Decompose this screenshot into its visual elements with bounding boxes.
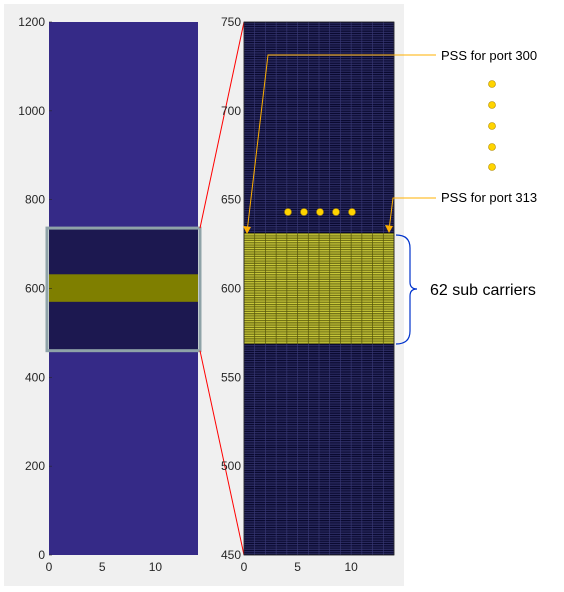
y-tick-label: 0 <box>38 548 45 562</box>
pss-band-full <box>49 274 198 302</box>
y-tick-label: 550 <box>221 370 241 384</box>
zoomed-heatmap: 450 500 550 600 650 700 750 0 5 10 <box>221 15 395 574</box>
label-pss-port-313: PSS for port 313 <box>441 190 537 205</box>
arrow-port-313 <box>388 197 436 231</box>
y-tick-label: 1200 <box>18 15 45 29</box>
ellipsis-dot <box>488 143 496 151</box>
x-tick-label: 5 <box>294 560 301 574</box>
pss-grid-path <box>243 233 395 344</box>
zoomed-axis-ticks: 450 500 550 600 650 700 750 0 5 10 <box>221 15 358 574</box>
ellipsis-dot <box>316 208 324 216</box>
x-tick-label: 0 <box>241 560 248 574</box>
y-tick-label: 600 <box>25 282 45 296</box>
y-tick-label: 800 <box>25 193 45 207</box>
x-tick-label: 5 <box>99 560 106 574</box>
ellipsis-dot <box>284 208 292 216</box>
ellipsis-dot <box>332 208 340 216</box>
ellipsis-dot <box>300 208 308 216</box>
y-tick-label: 600 <box>221 282 241 296</box>
ellipsis-dot <box>488 163 496 171</box>
y-tick-label: 200 <box>25 459 45 473</box>
arrow-port-313-head <box>385 225 393 233</box>
pss-grid-lines <box>243 233 395 344</box>
x-tick-label: 10 <box>344 560 358 574</box>
zoomed-frame <box>243 21 395 556</box>
zoom-connector-top <box>199 21 245 229</box>
x-tick-label: 0 <box>46 560 53 574</box>
arrow-port-300 <box>246 54 436 233</box>
y-tick-label: 750 <box>221 15 241 29</box>
zoom-connector-bottom <box>199 350 245 556</box>
arrow-port-300-head <box>243 226 251 234</box>
label-62-sub-carriers: 62 sub carriers <box>430 282 536 299</box>
full-band-heatmap: 0 200 400 600 800 1000 1200 0 5 10 <box>18 15 202 574</box>
y-tick-label: 650 <box>221 193 241 207</box>
y-tick-label: 700 <box>221 104 241 118</box>
ellipsis-dot <box>488 101 496 109</box>
y-tick-label: 400 <box>25 370 45 384</box>
ellipsis-dot <box>348 208 356 216</box>
y-tick-label: 450 <box>221 548 241 562</box>
full-band-axis-ticks: 0 200 400 600 800 1000 1200 0 5 10 <box>18 15 162 574</box>
ellipsis-dots <box>284 80 496 216</box>
y-tick-label: 500 <box>221 459 241 473</box>
x-tick-label: 10 <box>149 560 163 574</box>
ellipsis-dot <box>488 122 496 130</box>
zoom-box-outline <box>45 226 202 353</box>
y-tick-label: 1000 <box>18 104 45 118</box>
label-pss-port-300: PSS for port 300 <box>441 48 537 63</box>
sub-carrier-bracket <box>395 234 418 345</box>
ellipsis-dot <box>488 80 496 88</box>
